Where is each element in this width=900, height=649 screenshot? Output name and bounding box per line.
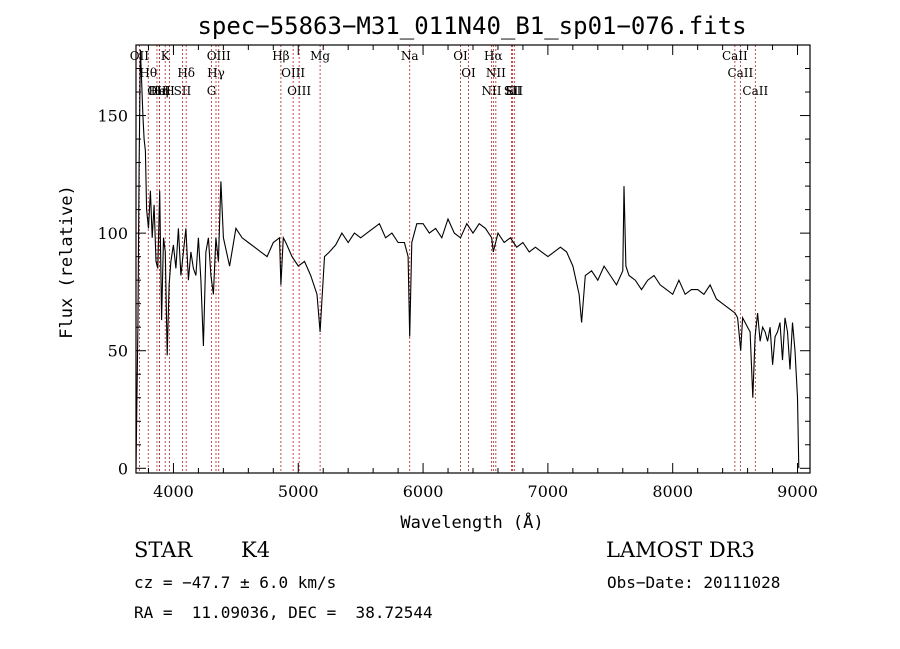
line-marker-label: Hγ <box>207 66 225 80</box>
x-axis-label: Wavelength (Å) <box>400 511 543 533</box>
line-marker-label: SII <box>505 84 523 98</box>
y-tick-label: 100 <box>97 224 128 243</box>
emission-line-markers <box>138 45 756 473</box>
coordinates: RA = 11.09036, DEC = 38.72544 <box>134 603 433 622</box>
x-tick-label: 7000 <box>528 482 569 501</box>
x-tick-label: 4000 <box>153 482 194 501</box>
line-marker-label: Hθ <box>139 66 157 80</box>
plot-frame <box>135 44 811 474</box>
line-marker-label: SII <box>504 84 522 98</box>
line-marker-label: OIII <box>287 84 311 98</box>
line-marker-label: H <box>164 84 174 98</box>
line-marker-label: HeI <box>148 84 171 98</box>
line-marker-label: OIII <box>207 49 231 63</box>
x-tick-label: 8000 <box>652 482 693 501</box>
line-marker-label: Hα <box>484 49 503 63</box>
line-marker-label: OIII <box>281 66 305 80</box>
line-marker-label: NII <box>486 66 506 80</box>
spectral-class: STAR <box>134 538 193 562</box>
redshift-velocity: cz = −47.7 ± 6.0 km/s <box>134 573 337 592</box>
x-tick-label: 5000 <box>278 482 319 501</box>
line-marker-label: OI <box>453 49 468 63</box>
line-marker-label: OII <box>130 49 150 63</box>
line-marker-label: K <box>161 49 171 63</box>
spectrum-line <box>135 49 800 469</box>
x-tick-label: 6000 <box>403 482 444 501</box>
line-marker-label: NII <box>481 84 501 98</box>
line-marker-label: OI <box>461 66 476 80</box>
line-marker-label: Hη <box>151 84 169 98</box>
x-axis-ticks: 4000 5000 6000 7000 8000 9000 <box>147 45 818 501</box>
observation-date: Obs−Date: 20111028 <box>607 573 781 592</box>
line-marker-label: Na <box>401 49 419 63</box>
line-marker-label: G <box>207 84 217 98</box>
line-marker-label: Hβ <box>272 49 289 63</box>
spectral-subclass: K4 <box>241 538 271 562</box>
line-marker-label: Li <box>506 84 518 98</box>
x-tick-label: 9000 <box>777 482 818 501</box>
y-axis-label: Flux (relative) <box>57 185 77 339</box>
line-marker-label: CaII <box>727 66 753 80</box>
survey-name: LAMOST DR3 <box>606 538 755 562</box>
y-tick-label: 50 <box>108 342 128 361</box>
line-marker-label: CaII <box>722 49 748 63</box>
line-marker-label: CaII <box>742 84 768 98</box>
y-tick-label: 150 <box>97 107 128 126</box>
line-marker-label: Mg <box>310 49 330 63</box>
y-tick-label: 0 <box>118 459 128 478</box>
line-marker-label: SII <box>174 84 192 98</box>
line-marker-label: OII <box>147 84 167 98</box>
line-marker-label: Hδ <box>177 66 195 80</box>
chart-title: spec−55863−M31_011N40_B1_sp01−076.fits <box>197 12 746 40</box>
y-axis-ticks: 0 50 100 150 <box>97 68 810 478</box>
